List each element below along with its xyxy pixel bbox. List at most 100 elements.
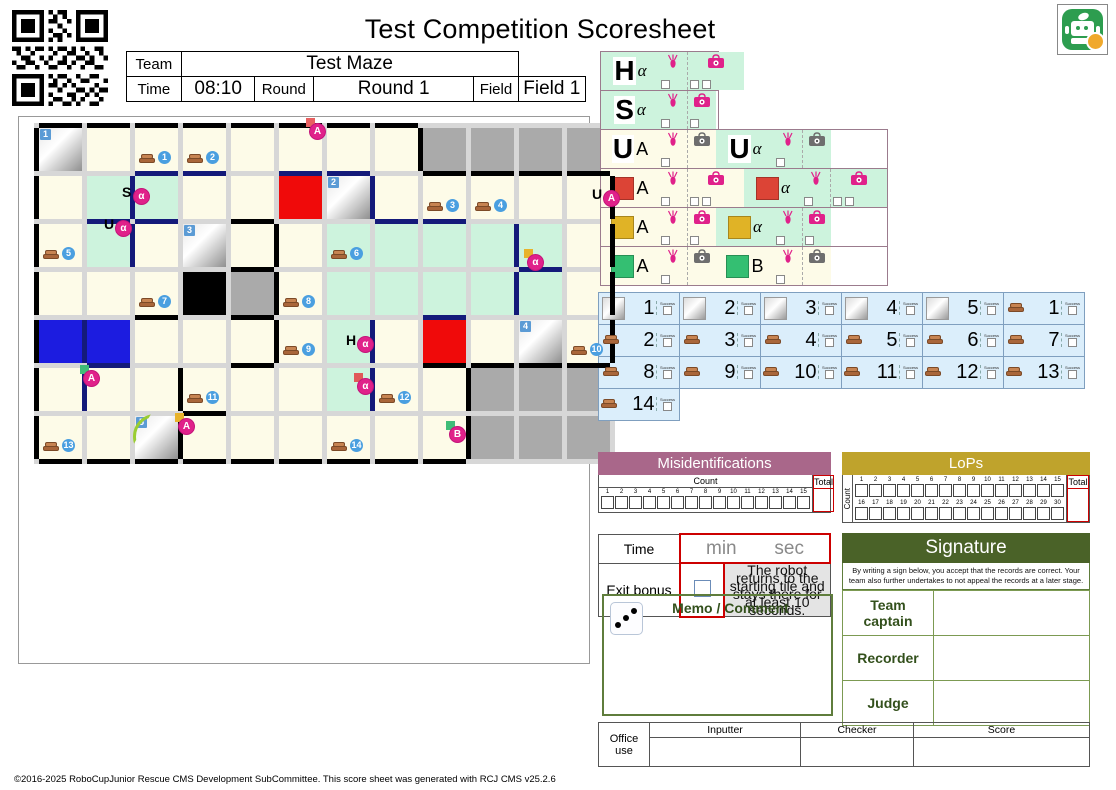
time-value[interactable]: 08:10 — [180, 76, 255, 102]
victim-checkbox[interactable] — [661, 80, 670, 89]
maze-victim-marker[interactable]: B — [449, 426, 466, 443]
maze-tile[interactable] — [471, 320, 514, 363]
maze-tile[interactable] — [231, 176, 274, 219]
success-checkbox[interactable] — [825, 370, 834, 379]
lop-cell[interactable]: 23 — [953, 500, 966, 520]
maze-tile[interactable] — [183, 128, 226, 171]
maze-tile[interactable] — [135, 320, 178, 363]
misid-cell[interactable]: 7 — [685, 489, 698, 509]
maze-tile[interactable] — [327, 416, 370, 459]
obstacle-counter[interactable]: 3 Success — [678, 323, 761, 357]
maze-tile[interactable] — [519, 416, 562, 459]
victim-checkbox[interactable] — [776, 275, 785, 284]
maze-victim-marker[interactable]: A — [83, 370, 100, 387]
lop-checkbox[interactable] — [855, 507, 868, 520]
misid-checkbox[interactable] — [755, 496, 768, 509]
kit-checkbox[interactable] — [690, 119, 699, 128]
kit-checkbox[interactable] — [805, 236, 814, 245]
kit-checkbox[interactable] — [702, 197, 711, 206]
misid-checkbox[interactable] — [727, 496, 740, 509]
misid-checkbox[interactable] — [629, 496, 642, 509]
lop-cell[interactable]: 6 — [925, 477, 938, 497]
lop-checkbox[interactable] — [1051, 484, 1064, 497]
maze-tile[interactable] — [471, 416, 514, 459]
obstacle-counter[interactable]: 9 Success — [678, 355, 761, 389]
lops-total-cell[interactable]: Total — [1067, 475, 1089, 522]
maze-obstacle[interactable] — [283, 346, 301, 356]
maze-tile[interactable] — [231, 272, 274, 315]
lop-cell[interactable]: 29 — [1037, 500, 1050, 520]
signature-input[interactable] — [933, 680, 1090, 726]
lop-cell[interactable]: 4 — [897, 477, 910, 497]
victim-checkbox[interactable] — [661, 158, 670, 167]
maze-tile[interactable]: 1 — [39, 128, 82, 171]
maze-tile[interactable]: 2 — [327, 176, 370, 219]
success-checkbox[interactable] — [663, 402, 672, 411]
maze-tile[interactable] — [327, 128, 370, 171]
lop-cell[interactable]: 21 — [925, 500, 938, 520]
maze-obstacle[interactable] — [43, 250, 61, 260]
lop-checkbox[interactable] — [883, 484, 896, 497]
lop-cell[interactable]: 20 — [911, 500, 924, 520]
success-checkbox[interactable] — [744, 338, 753, 347]
maze-tile[interactable] — [423, 320, 466, 363]
lop-checkbox[interactable] — [911, 507, 924, 520]
maze-tile[interactable] — [183, 272, 226, 315]
final-time-input[interactable]: min sec — [679, 533, 831, 564]
maze-tile[interactable] — [87, 416, 130, 459]
lop-cell[interactable]: 8 — [953, 477, 966, 497]
maze-tile[interactable]: 3 — [183, 224, 226, 267]
misid-cell[interactable]: 3 — [629, 489, 642, 509]
success-checkbox[interactable] — [987, 338, 996, 347]
success-checkbox[interactable] — [663, 370, 672, 379]
maze-obstacle[interactable] — [571, 346, 589, 356]
misid-cell[interactable]: 4 — [643, 489, 656, 509]
legend-row-8[interactable]: A — [601, 247, 716, 285]
maze-tile[interactable] — [39, 416, 82, 459]
success-checkbox[interactable] — [1068, 370, 1077, 379]
victim-checkbox[interactable] — [661, 197, 670, 206]
lop-checkbox[interactable] — [1009, 507, 1022, 520]
maze-victim-marker[interactable]: A — [309, 123, 326, 140]
maze-victim-marker[interactable]: α — [115, 220, 132, 237]
success-checkbox[interactable] — [744, 306, 753, 315]
misid-checkbox[interactable] — [783, 496, 796, 509]
maze-obstacle[interactable] — [139, 154, 157, 164]
lop-cell[interactable]: 18 — [883, 500, 896, 520]
misid-checkbox[interactable] — [615, 496, 628, 509]
maze-tile[interactable] — [471, 176, 514, 219]
lop-checkbox[interactable] — [967, 484, 980, 497]
lop-checkbox[interactable] — [897, 507, 910, 520]
lop-checkbox[interactable] — [925, 507, 938, 520]
maze-tile[interactable] — [231, 416, 274, 459]
maze-tile[interactable] — [279, 320, 322, 363]
memo-section[interactable]: Memo / Comment — [602, 594, 833, 716]
success-checkbox[interactable] — [744, 370, 753, 379]
lop-checkbox[interactable] — [883, 507, 896, 520]
misid-cell[interactable]: 13 — [769, 489, 782, 509]
victim-checkbox[interactable] — [804, 197, 813, 206]
maze-tile[interactable]: 4 — [519, 320, 562, 363]
lop-checkbox[interactable] — [939, 484, 952, 497]
maze-tile[interactable] — [519, 272, 562, 315]
maze-tile[interactable] — [279, 176, 322, 219]
success-checkbox[interactable] — [663, 338, 672, 347]
obstacle-counter[interactable]: 6 Success — [921, 323, 1004, 357]
maze-tile[interactable] — [375, 416, 418, 459]
maze-tile[interactable] — [423, 128, 466, 171]
maze-obstacle[interactable] — [331, 250, 349, 260]
misid-checkbox[interactable] — [699, 496, 712, 509]
misid-cell[interactable]: 12 — [755, 489, 768, 509]
lop-checkbox[interactable] — [1051, 507, 1064, 520]
maze-victim-marker[interactable]: A — [178, 418, 195, 435]
maze-grid[interactable]: 1 — [34, 118, 620, 464]
exit-bonus-checkbox-cell[interactable] — [679, 562, 725, 618]
lop-cell[interactable]: 15 — [1051, 477, 1064, 497]
office-inputter-input[interactable] — [649, 737, 801, 767]
lop-cell[interactable]: 30 — [1051, 500, 1064, 520]
success-checkbox[interactable] — [663, 306, 672, 315]
lop-cell[interactable]: 17 — [869, 500, 882, 520]
maze-tile[interactable] — [375, 176, 418, 219]
